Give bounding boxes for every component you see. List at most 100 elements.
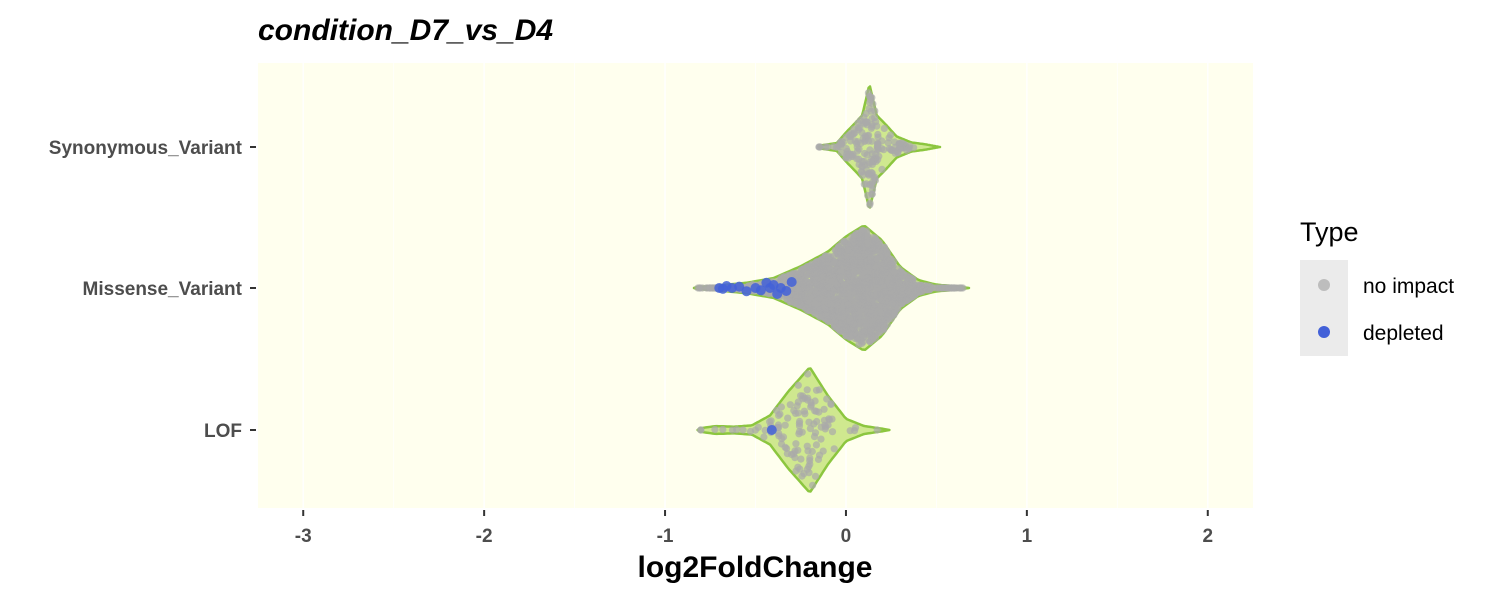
point-no-impact: [840, 281, 849, 289]
point-no-impact: [833, 281, 841, 289]
point-no-impact: [851, 256, 859, 265]
point-no-impact: [896, 140, 904, 148]
point-no-impact: [873, 426, 881, 434]
point-no-impact: [812, 290, 820, 298]
point-no-impact: [810, 433, 819, 441]
point-no-impact: [902, 274, 911, 282]
point-no-impact: [827, 400, 835, 408]
legend-title: Type: [1300, 217, 1359, 247]
point-no-impact: [823, 395, 831, 403]
point-no-impact: [784, 414, 792, 422]
point-no-impact: [865, 263, 874, 271]
x-axis-label: log2FoldChange: [638, 551, 873, 584]
point-no-impact: [923, 286, 932, 294]
point-no-impact: [792, 440, 800, 448]
point-no-impact: [904, 287, 912, 295]
point-no-impact: [840, 321, 848, 329]
point-no-impact: [829, 312, 838, 320]
legend: Type no impact depleted: [1300, 217, 1454, 356]
point-no-impact: [863, 289, 871, 297]
point-no-impact: [796, 417, 804, 425]
point-depleted: [755, 285, 766, 296]
point-no-impact: [865, 137, 873, 145]
point-no-impact: [794, 292, 802, 300]
point-no-impact: [817, 435, 825, 443]
point-no-impact: [804, 301, 812, 309]
point-no-impact: [819, 447, 827, 455]
point-no-impact: [830, 258, 839, 266]
point-no-impact: [885, 144, 894, 153]
point-no-impact: [837, 148, 846, 156]
points: [694, 89, 967, 489]
point-no-impact: [812, 407, 820, 415]
point-no-impact: [837, 140, 846, 148]
point-no-impact: [912, 289, 920, 297]
y-tick-label: Missense_Variant: [83, 279, 243, 300]
point-no-impact: [711, 425, 719, 434]
point-no-impact: [858, 157, 866, 165]
point-no-impact: [807, 266, 815, 274]
point-no-impact: [794, 270, 802, 278]
point-no-impact: [815, 386, 823, 394]
point-no-impact: [812, 441, 821, 449]
point-no-impact: [811, 472, 820, 480]
point-no-impact: [811, 300, 820, 308]
point-no-impact: [859, 227, 867, 235]
point-no-impact: [887, 131, 895, 139]
x-axis: -3 -2 -1 0 1 2: [295, 510, 1213, 547]
point-no-impact: [850, 304, 859, 313]
point-no-impact: [793, 298, 801, 306]
point-no-impact: [860, 280, 868, 288]
point-no-impact: [892, 283, 900, 291]
y-tick-label: LOF: [204, 421, 242, 442]
point-no-impact: [799, 392, 807, 400]
point-no-impact: [760, 433, 768, 441]
point-no-impact: [806, 454, 814, 462]
point-no-impact: [890, 294, 898, 302]
point-no-impact: [794, 381, 802, 389]
point-no-impact: [728, 426, 737, 434]
x-tick-label: 2: [1202, 526, 1213, 547]
point-no-impact: [833, 301, 841, 309]
point-no-impact: [800, 407, 809, 415]
legend-label-no-impact: no impact: [1363, 275, 1454, 298]
point-no-impact: [803, 386, 811, 394]
point-no-impact: [811, 276, 819, 284]
point-no-impact: [871, 107, 879, 115]
point-no-impact: [783, 295, 791, 303]
point-no-impact: [860, 180, 868, 188]
x-tick-label: 1: [1022, 526, 1033, 547]
point-no-impact: [828, 415, 836, 423]
point-no-impact: [863, 151, 871, 159]
point-no-impact: [868, 332, 876, 340]
point-no-impact: [773, 406, 781, 415]
point-depleted: [766, 425, 777, 435]
point-no-impact: [846, 137, 855, 145]
point-no-impact: [849, 152, 857, 160]
point-no-impact: [844, 270, 852, 278]
point-no-impact: [761, 426, 769, 434]
point-no-impact: [890, 309, 898, 318]
point-no-impact: [813, 417, 821, 426]
point-no-impact: [878, 165, 886, 173]
point-no-impact: [838, 307, 846, 315]
point-no-impact: [806, 293, 814, 301]
point-no-impact: [873, 255, 881, 263]
point-no-impact: [880, 259, 889, 267]
point-no-impact: [868, 190, 876, 198]
point-no-impact: [859, 334, 867, 342]
point-no-impact: [879, 319, 888, 327]
point-no-impact: [886, 261, 894, 269]
chart-title: condition_D7_vs_D4: [258, 14, 553, 47]
y-axis: Synonymous_Variant Missense_Variant LOF: [49, 138, 256, 442]
point-no-impact: [859, 171, 867, 179]
point-depleted: [734, 281, 745, 292]
point-no-impact: [840, 289, 848, 297]
point-no-impact: [850, 125, 858, 133]
legend-key-no-impact: [1318, 279, 1330, 291]
x-tick-label: 0: [841, 526, 852, 547]
point-no-impact: [872, 270, 880, 278]
point-no-impact: [781, 421, 789, 429]
point-no-impact: [897, 268, 905, 276]
point-no-impact: [821, 305, 830, 313]
